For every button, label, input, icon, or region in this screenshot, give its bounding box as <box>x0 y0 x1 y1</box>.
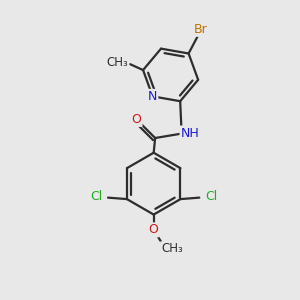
Text: N: N <box>148 90 157 103</box>
Text: O: O <box>132 113 142 126</box>
Text: CH₃: CH₃ <box>161 242 183 255</box>
Text: CH₃: CH₃ <box>106 56 128 69</box>
Text: NH: NH <box>181 127 199 140</box>
Text: O: O <box>149 224 159 236</box>
Text: Cl: Cl <box>90 190 102 203</box>
Text: Br: Br <box>194 23 208 36</box>
Text: Cl: Cl <box>205 190 217 203</box>
